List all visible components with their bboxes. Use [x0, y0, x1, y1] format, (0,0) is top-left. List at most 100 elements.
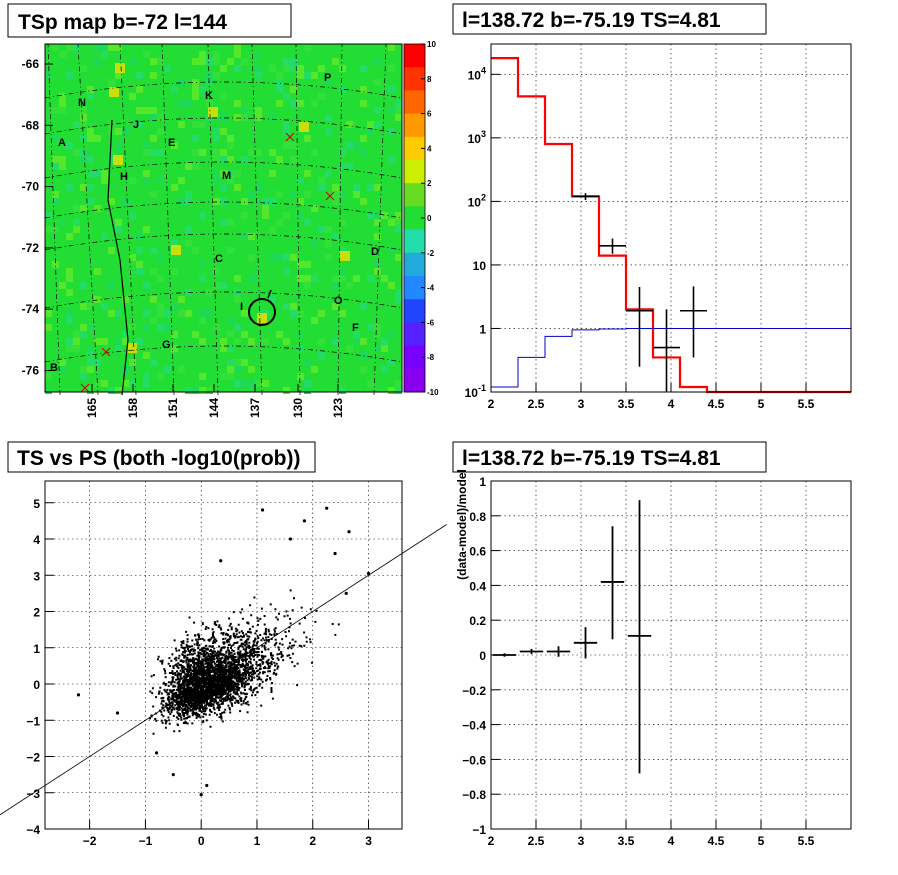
- colorbar-segment: [404, 368, 425, 393]
- map-pixel: [248, 233, 255, 240]
- map-pixel: [80, 156, 87, 163]
- map-pixel: [220, 345, 227, 352]
- map-pixel: [234, 184, 241, 191]
- map-pixel: [73, 44, 80, 51]
- map-pixel: [143, 170, 150, 177]
- map-pixel: [59, 100, 66, 107]
- map-pixel: [374, 324, 381, 331]
- map-pixel: [157, 275, 164, 282]
- map-pixel: [276, 254, 283, 261]
- map-pixel: [241, 156, 248, 163]
- map-pixel: [129, 58, 136, 65]
- ratio-x-tick-label: 3: [578, 834, 585, 848]
- map-meridian: [373, 43, 387, 396]
- map-pixel: [374, 107, 381, 114]
- map-y-tick-label: -68: [22, 118, 40, 132]
- map-pixel: [122, 366, 129, 373]
- map-pixel: [367, 121, 374, 128]
- map-pixel: [213, 149, 220, 156]
- map-pixel: [318, 93, 325, 100]
- scatter-point: [347, 530, 351, 534]
- map-pixel: [269, 114, 276, 121]
- map-pixel: [248, 275, 255, 282]
- map-pixel: [220, 170, 227, 177]
- map-pixel: [283, 58, 290, 65]
- map-x-tick-label: 137: [248, 398, 262, 418]
- ratio-x-tick-label: 2: [488, 834, 495, 848]
- map-pixel: [94, 359, 101, 366]
- map-pixel: [52, 226, 59, 233]
- map-pixel: [325, 226, 332, 233]
- map-pixel: [185, 226, 192, 233]
- map-pixel: [108, 387, 115, 394]
- map-pixel: [283, 268, 290, 275]
- scatter-point: [302, 519, 306, 523]
- scatter-y-tick-label: 4: [33, 533, 40, 547]
- map-pixel: [59, 156, 66, 163]
- map-pixel: [129, 324, 136, 331]
- map-pixel: [157, 58, 164, 65]
- map-pixel: [311, 149, 318, 156]
- map-pixel: [80, 282, 87, 289]
- map-hotspot: [127, 343, 137, 353]
- map-pixel: [234, 289, 241, 296]
- map-pixel: [108, 282, 115, 289]
- map-pixel: [304, 135, 311, 142]
- map-pixel: [192, 135, 199, 142]
- map-pixel: [388, 156, 395, 163]
- map-pixel: [59, 366, 66, 373]
- map-pixel: [304, 275, 311, 282]
- colorbar-tick-label: -4: [427, 284, 435, 293]
- map-pixel: [164, 310, 171, 317]
- map-pixel: [115, 338, 122, 345]
- map-pixel: [101, 44, 108, 51]
- map-pixel: [122, 128, 129, 135]
- map-pixel: [241, 58, 248, 65]
- map-pixel: [94, 170, 101, 177]
- map-pixel: [213, 268, 220, 275]
- map-pixel: [360, 338, 367, 345]
- map-pixel: [220, 282, 227, 289]
- map-pixel: [304, 261, 311, 268]
- map-pixel: [332, 233, 339, 240]
- ratio-x-tick-label: 5: [758, 834, 765, 848]
- map-pixel: [332, 198, 339, 205]
- map-pixel: [353, 142, 360, 149]
- map-pixel: [45, 72, 52, 79]
- map-pixel: [143, 142, 150, 149]
- map-pixel: [52, 198, 59, 205]
- scatter-point: [205, 783, 209, 788]
- map-pixel: [255, 51, 262, 58]
- map-pixel: [94, 296, 101, 303]
- ratio-title: l=138.72 b=-75.19 TS=4.81: [462, 447, 721, 470]
- map-pixel: [248, 338, 255, 345]
- ratio-y-tick-label: 1: [479, 475, 486, 489]
- map-pixel: [241, 212, 248, 219]
- map-pixel: [381, 212, 388, 219]
- map-pixel: [199, 149, 206, 156]
- map-pixel: [136, 107, 143, 114]
- map-pixel: [304, 219, 311, 226]
- map-pixel: [80, 149, 87, 156]
- map-pixel: [297, 345, 304, 352]
- map-region-label: M: [222, 170, 231, 182]
- map-pixel: [143, 373, 150, 380]
- scatter-y-tick-label: 3: [33, 569, 40, 583]
- map-pixel: [318, 226, 325, 233]
- map-pixel: [87, 352, 94, 359]
- ratio-y-tick-label: −1: [472, 823, 486, 837]
- map-hotspot: [113, 155, 123, 165]
- map-pixel: [339, 219, 346, 226]
- map-pixel: [339, 65, 346, 72]
- map-pixel: [87, 324, 94, 331]
- map-pixel: [157, 149, 164, 156]
- map-pixel: [66, 184, 73, 191]
- map-pixel: [87, 170, 94, 177]
- scatter-point: [366, 571, 371, 576]
- map-pixel: [213, 198, 220, 205]
- map-pixel: [234, 114, 241, 121]
- map-frame: [44, 43, 403, 393]
- map-pixel: [283, 387, 290, 394]
- map-pixel: [143, 380, 150, 387]
- map-pixel: [73, 345, 80, 352]
